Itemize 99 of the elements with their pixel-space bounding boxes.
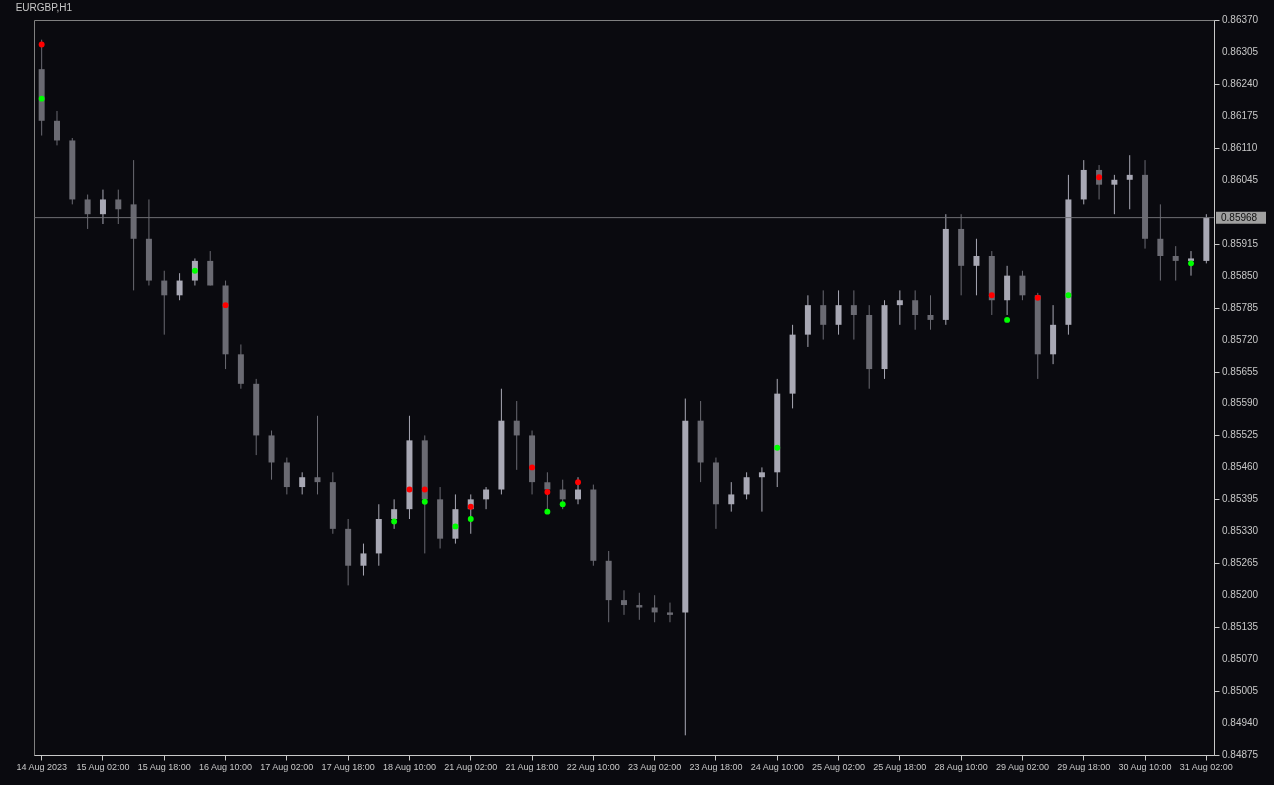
- point: [467, 503, 474, 510]
- point: [391, 518, 398, 525]
- y-tick-label: 0.86110: [1222, 141, 1258, 153]
- y-tick-label: 0.86045: [1222, 173, 1259, 185]
- point: [575, 479, 581, 486]
- y-tick-label: 0.85005: [1222, 685, 1259, 697]
- point: [988, 292, 995, 299]
- point: [38, 41, 45, 48]
- point: [467, 516, 474, 522]
- y-tick-label: 0.85655: [1222, 365, 1259, 377]
- y-tick-label: 0.85785: [1222, 301, 1259, 313]
- candlestick: [758, 466, 765, 513]
- point: [559, 501, 566, 508]
- y-tick-label: 0.85070: [1222, 653, 1259, 665]
- x-tick-label: 24 Aug 10:00: [750, 761, 804, 772]
- candlestick: [1188, 250, 1195, 277]
- candlestick: [483, 486, 490, 510]
- x-tick-label: 21 Aug 02:00: [444, 761, 498, 772]
- x-tick-label: 31 Aug 02:00: [1179, 761, 1233, 772]
- candlestick: [743, 471, 750, 500]
- x-tick-label: 17 Aug 02:00: [260, 761, 314, 772]
- y-tick-label: 0.85590: [1222, 397, 1259, 409]
- point: [1065, 292, 1072, 299]
- candlestick: [513, 400, 520, 471]
- x-tick-label: 14 Aug 2023: [16, 761, 67, 772]
- candlestick: [850, 289, 857, 341]
- x-tick-label: 25 Aug 02:00: [812, 761, 866, 772]
- y-tick-label: 0.85850: [1222, 269, 1259, 281]
- point: [529, 464, 536, 471]
- point: [191, 267, 198, 274]
- candlestick: [835, 289, 842, 336]
- candlestick: [99, 189, 106, 225]
- x-tick-label: 18 Aug 10:00: [382, 761, 436, 772]
- y-tick-label: 0.84940: [1222, 717, 1259, 729]
- x-tick-label: 30 Aug 10:00: [1118, 761, 1172, 772]
- point: [38, 95, 45, 102]
- point: [1188, 260, 1194, 267]
- candlestick: [973, 238, 980, 296]
- point: [222, 302, 229, 309]
- y-tick-label: 0.86305: [1222, 45, 1259, 57]
- x-tick-label: 25 Aug 18:00: [873, 761, 927, 772]
- candlestick: [575, 476, 582, 505]
- candlestick: [1172, 245, 1179, 282]
- candlestick: [820, 289, 827, 341]
- y-tick-label: 0.85460: [1222, 461, 1259, 473]
- candlestick: [161, 270, 168, 336]
- candlestick: [636, 592, 643, 621]
- x-tick-label: 23 Aug 02:00: [628, 761, 682, 772]
- candlestick: [1019, 270, 1026, 301]
- candlestick: [927, 294, 934, 331]
- x-tick-label: 22 Aug 10:00: [566, 761, 620, 772]
- chart-title: EURGBP,H1: [15, 2, 73, 13]
- point: [774, 444, 781, 451]
- x-tick-label: 15 Aug 18:00: [137, 761, 191, 772]
- point: [406, 486, 413, 493]
- y-tick-label: 0.85915: [1222, 237, 1259, 249]
- point: [421, 498, 428, 505]
- candlestick: [544, 471, 551, 513]
- y-tick-label: 0.85525: [1222, 429, 1259, 441]
- point: [1004, 316, 1011, 323]
- x-tick-label: 15 Aug 02:00: [76, 761, 130, 772]
- candlestick: [1126, 154, 1133, 210]
- x-tick-label: 28 Aug 10:00: [934, 761, 988, 772]
- candlestick: [896, 289, 903, 326]
- y-tick-label: 0.86240: [1222, 77, 1259, 89]
- candlestick: [621, 589, 627, 616]
- candlestick: [176, 272, 183, 301]
- point: [452, 523, 459, 530]
- y-tick-label: 0.85135: [1222, 621, 1259, 633]
- ref-line-label: 0.85968: [1221, 211, 1258, 223]
- y-tick-label: 0.85200: [1222, 589, 1259, 601]
- candlestick: [391, 498, 398, 530]
- y-tick-label: 0.85265: [1222, 557, 1259, 569]
- point: [421, 486, 428, 493]
- x-tick-label: 17 Aug 18:00: [321, 761, 375, 772]
- candlestick: [559, 479, 566, 510]
- y-tick-label: 0.85395: [1222, 493, 1259, 505]
- x-tick-label: 23 Aug 18:00: [689, 761, 743, 772]
- x-tick-label: 29 Aug 02:00: [995, 761, 1049, 772]
- x-tick-label: 16 Aug 10:00: [199, 761, 253, 772]
- candlestick: [728, 481, 735, 513]
- point: [1096, 174, 1103, 181]
- x-tick-label: 21 Aug 18:00: [505, 761, 559, 772]
- candlestick: [299, 471, 306, 495]
- y-tick-label: 0.85330: [1222, 525, 1259, 537]
- point: [544, 508, 551, 515]
- candlestick: [666, 602, 673, 623]
- x-tick-label: 29 Aug 18:00: [1057, 761, 1111, 772]
- y-tick-label: 0.86175: [1222, 109, 1259, 121]
- candlestick: [912, 289, 919, 331]
- candlestick: [314, 415, 321, 495]
- y-tick-label: 0.86370: [1222, 14, 1259, 25]
- candlestick: [53, 110, 60, 146]
- y-tick-label: 0.84875: [1222, 749, 1259, 760]
- point: [544, 489, 551, 495]
- y-tick-label: 0.85720: [1222, 333, 1259, 345]
- candlestick: [360, 543, 367, 577]
- point: [1034, 294, 1041, 301]
- candlestick: [1111, 174, 1118, 215]
